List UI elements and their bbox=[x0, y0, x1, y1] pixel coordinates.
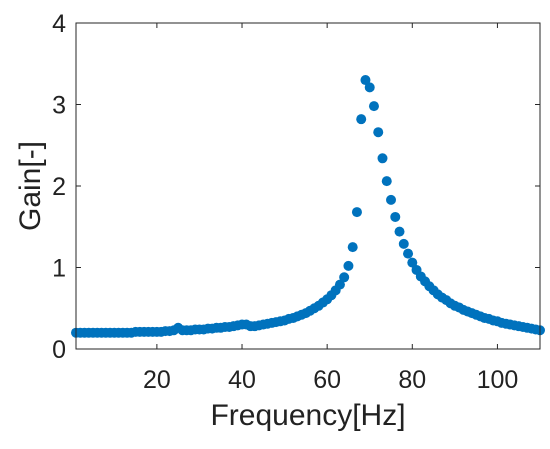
x-axis-label: Frequency[Hz] bbox=[210, 399, 405, 432]
data-point bbox=[386, 194, 397, 205]
data-point bbox=[334, 279, 345, 290]
data-point bbox=[360, 75, 371, 86]
data-point bbox=[368, 101, 379, 112]
data-point bbox=[407, 257, 418, 268]
y-tick-label: 0 bbox=[52, 336, 66, 364]
y-tick-label: 3 bbox=[52, 92, 66, 120]
x-tick-label: 40 bbox=[228, 366, 256, 394]
tick-labels: 20 40 60 80 100 0 1 2 3 4 bbox=[52, 10, 518, 394]
data-point bbox=[347, 242, 358, 253]
x-tick-label: 80 bbox=[398, 366, 426, 394]
y-tick-label: 2 bbox=[52, 173, 66, 201]
y-axis-label: Gain[-] bbox=[14, 141, 47, 231]
data-point bbox=[398, 238, 409, 249]
data-points bbox=[71, 75, 545, 338]
x-tick-label: 100 bbox=[477, 366, 519, 394]
data-point bbox=[364, 82, 375, 93]
data-point bbox=[403, 248, 414, 259]
axes bbox=[75, 22, 541, 350]
data-point bbox=[373, 127, 384, 138]
data-point bbox=[343, 260, 354, 271]
data-point bbox=[381, 176, 392, 187]
x-tick-label: 20 bbox=[143, 366, 171, 394]
plot-area bbox=[76, 23, 540, 349]
data-point bbox=[394, 226, 405, 237]
data-point bbox=[390, 211, 401, 222]
y-tick-label: 1 bbox=[52, 255, 66, 283]
x-tick-label: 60 bbox=[313, 366, 341, 394]
data-point bbox=[339, 272, 350, 283]
data-point bbox=[377, 153, 388, 164]
data-point bbox=[351, 207, 362, 218]
y-tick-label: 4 bbox=[52, 10, 66, 38]
data-point bbox=[356, 114, 367, 125]
